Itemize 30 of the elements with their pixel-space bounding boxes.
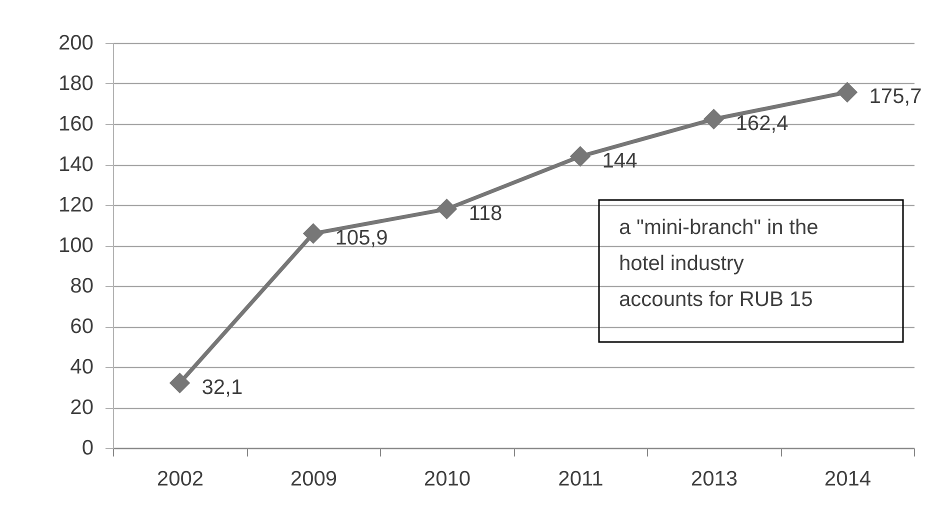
x-tick-label: 2010 [424,468,471,490]
point [436,198,458,220]
y-tick-label: 200 [58,32,94,54]
x-tick-label: 2014 [824,468,872,490]
y-tick-label: 20 [70,396,94,419]
x-tick-label: 2011 [558,468,604,490]
x-tick-label: 2002 [156,468,204,490]
y-tick-label: 180 [58,72,94,95]
annotation: a "mini-branch" in the hotel industry accounts for RUB 15 [619,216,818,311]
y-tick-label: 120 [58,194,94,216]
y-tick-label: 140 [58,153,94,176]
data-label: 32,1 [202,376,243,399]
x-tick-label: 2009 [290,468,338,490]
y-tick-label: 100 [58,234,94,257]
point [570,146,591,167]
data-label: 105,9 [335,226,388,250]
point [169,372,190,394]
point [703,108,724,130]
data-label: 144 [602,149,638,172]
data-label: 175,7 [869,85,922,108]
y-tick-label: 60 [70,315,94,338]
y-tick-label: 160 [58,112,94,136]
point [302,223,324,244]
data-label: 118 [468,202,502,226]
data-label: 162,4 [736,112,789,136]
point [836,82,858,103]
y-tick-label: 40 [70,356,94,378]
y-tick-label: 0 [82,436,94,460]
y-tick-label: 80 [70,274,94,298]
x-tick-label: 2013 [690,468,738,490]
